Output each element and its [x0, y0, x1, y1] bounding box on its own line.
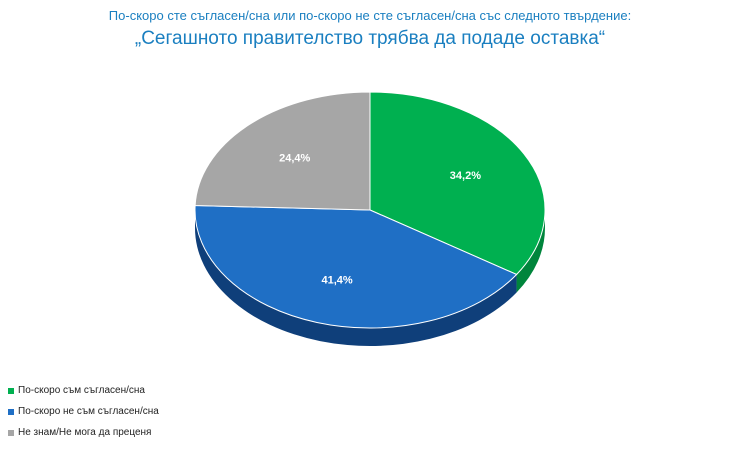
pie-slice-1 [194, 205, 518, 329]
pie-data-label-2: 24,4% [279, 152, 310, 164]
pie-slice-depth-1 [195, 210, 517, 346]
legend-label-agree: По-скоро съм съгласен/сна [18, 385, 145, 396]
legend-swatch-disagree [8, 408, 14, 415]
chart-subtitle: „Сегашното правителство трябва да подаде… [134, 28, 606, 49]
pie-depth [195, 210, 545, 346]
pie-data-labels: 34,2% 41,4% 24,4% [279, 152, 481, 286]
legend-swatch-agree [8, 387, 14, 394]
legend-item-disagree: По-скоро не съм съгласен/сна [8, 406, 159, 417]
legend-swatch-dont-know [8, 429, 14, 436]
chart-title: По-скоро сте съгласен/сна или по-скоро н… [108, 8, 632, 23]
pie-data-label-1: 41,4% [322, 275, 353, 287]
legend-label-dont-know: Не знам/Не мога да преценя [18, 427, 152, 438]
pie-slice-2 [194, 91, 371, 211]
legend-label-disagree: По-скоро не съм съгласен/сна [18, 406, 159, 417]
pie-data-label-0: 34,2% [450, 170, 481, 182]
legend-item-agree: По-скоро съм съгласен/сна [8, 385, 145, 396]
legend-item-dont-know: Не знам/Не мога да преценя [8, 427, 151, 438]
pie-slice-depth-0 [516, 210, 545, 293]
chart-legend: По-скоро съм съгласен/сна По-скоро не съ… [8, 385, 248, 445]
pie-slices [194, 91, 546, 329]
